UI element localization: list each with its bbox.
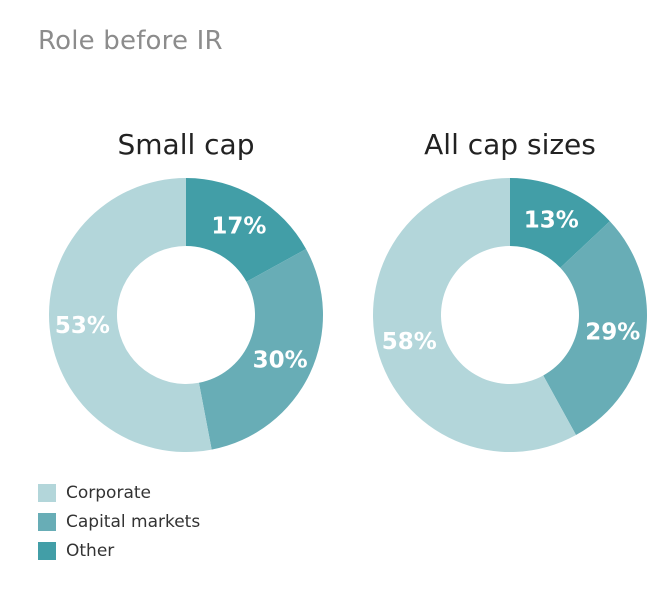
- legend-swatch-capital-markets: [38, 512, 56, 531]
- legend-label: Corporate: [66, 482, 151, 503]
- legend: Corporate Capital markets Other: [38, 478, 200, 565]
- slice-label: 13%: [524, 208, 579, 234]
- legend-label: Other: [66, 540, 115, 561]
- legend-item-other: Other: [38, 536, 200, 565]
- slice-corporate: [49, 178, 212, 452]
- legend-item-corporate: Corporate: [38, 478, 200, 507]
- page-title: Role before IR: [38, 26, 223, 56]
- slice-label: 30%: [253, 347, 308, 373]
- legend-swatch-corporate: [38, 483, 56, 502]
- slice-other: [186, 178, 307, 282]
- legend-swatch-other: [38, 541, 56, 560]
- slice-label: 53%: [55, 313, 110, 339]
- legend-item-capital-markets: Capital markets: [38, 507, 200, 536]
- slice-corporate: [373, 178, 577, 452]
- slice-capital-markets: [543, 221, 647, 436]
- chart-title: All cap sizes: [424, 128, 596, 161]
- slice-label: 17%: [211, 213, 266, 239]
- donut-chart-1: Small cap 17% 30% 53%: [49, 128, 323, 452]
- donut-chart-2: All cap sizes 13% 29% 58%: [373, 128, 647, 452]
- slice-label: 58%: [382, 329, 437, 355]
- slice-capital-markets: [198, 248, 323, 450]
- legend-label: Capital markets: [66, 511, 201, 532]
- slice-label: 29%: [585, 319, 640, 345]
- slice-other: [510, 178, 610, 268]
- chart-title: Small cap: [118, 128, 255, 161]
